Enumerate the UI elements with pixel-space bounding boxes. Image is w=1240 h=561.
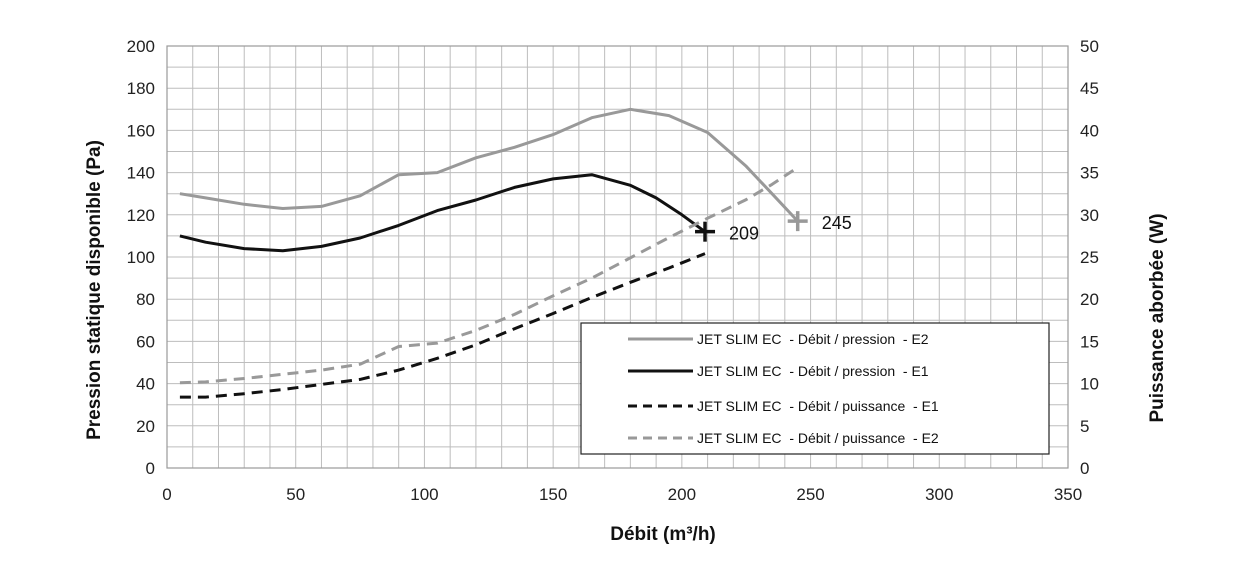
series-line-1 (179, 107, 799, 223)
marker-layer: 209 245 (695, 211, 852, 244)
y-tick-label: 180 (127, 79, 155, 98)
tick-layer: 0 50 100 150 200 250 300 3500204060801001201401… (127, 37, 1099, 504)
x-tick-label: 0 (162, 485, 171, 504)
y-axis-title: Pression statique disponible (Pa) (84, 140, 105, 440)
x-tick-label: 250 (796, 485, 824, 504)
x-axis-title: Débit (m³/h) (610, 524, 716, 545)
end-marker-label-1: 209 (729, 224, 759, 244)
legend-box (580, 322, 1050, 455)
y-tick-label: 20 (136, 417, 155, 436)
y2-tick-label: 10 (1080, 375, 1099, 394)
y2-axis-title: Puissance aborbée (W) (1147, 213, 1168, 422)
x-tick-label: 200 (668, 485, 696, 504)
y2-tick-label: 25 (1080, 248, 1099, 267)
series-layer (179, 107, 799, 399)
x-tick-label: 350 (1054, 485, 1082, 504)
x-tick-label: 50 (286, 485, 305, 504)
y2-tick-label: 30 (1080, 206, 1099, 225)
y-tick-label: 80 (136, 290, 155, 309)
y-tick-label: 100 (127, 248, 155, 267)
series-line-2 (179, 173, 706, 253)
y2-tick-label: 50 (1080, 37, 1099, 56)
plot-frame (166, 45, 1069, 469)
y-tick-label: 40 (136, 375, 155, 394)
end-marker-label-2: 245 (822, 213, 852, 233)
y2-tick-label: 5 (1080, 417, 1089, 436)
series-line-3 (179, 252, 706, 399)
legend-label-2: JET SLIM EC - Débit / pression - E1 (697, 363, 929, 379)
legend: JET SLIM EC - Débit / pression - E2 JET … (580, 322, 1050, 455)
x-tick-label: 150 (539, 485, 567, 504)
x-tick-label: 300 (925, 485, 953, 504)
x-tick-label: 100 (410, 485, 438, 504)
y2-tick-label: 35 (1080, 164, 1099, 183)
y-tick-label: 160 (127, 121, 155, 140)
y2-tick-label: 20 (1080, 290, 1099, 309)
y2-tick-label: 15 (1080, 332, 1099, 351)
y-tick-label: 140 (127, 164, 155, 183)
y-tick-label: 0 (146, 459, 155, 478)
y2-tick-label: 45 (1080, 79, 1099, 98)
series-line-4 (179, 166, 799, 385)
y-tick-label: 120 (127, 206, 155, 225)
y-tick-label: 60 (136, 332, 155, 351)
legend-label-1: JET SLIM EC - Débit / pression - E2 (697, 331, 929, 347)
y-tick-label: 200 (127, 37, 155, 56)
y2-tick-label: 40 (1080, 121, 1099, 140)
y2-tick-label: 0 (1080, 459, 1089, 478)
legend-label-4: JET SLIM EC - Débit / puissance - E2 (697, 430, 939, 446)
legend-label-3: JET SLIM EC - Débit / puissance - E1 (697, 398, 939, 414)
